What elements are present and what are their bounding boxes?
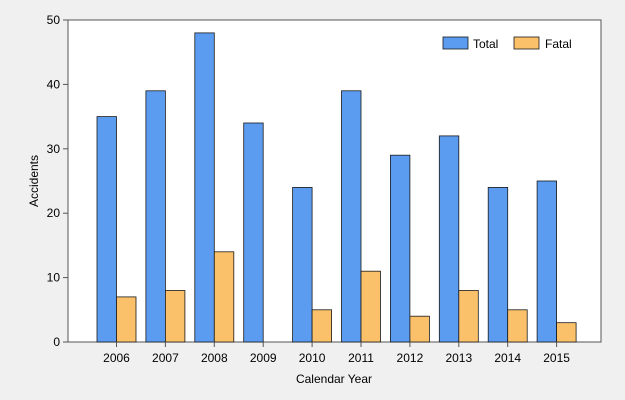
legend-label-total: Total [473,37,498,51]
y-tick-label: 30 [47,142,61,156]
x-tick-label: 2013 [445,351,472,365]
x-axis-label: Calendar Year [296,372,372,386]
bar-fatal-2012 [409,315,430,343]
bar-fatal-2007 [164,290,186,343]
x-tick-label: 2007 [152,351,179,365]
bar-fatal-2011 [360,270,381,343]
legend: Total Fatal [442,36,572,51]
bar-fatal-2010 [311,309,333,343]
x-tick-label: 2006 [103,351,130,365]
y-axis-label: Accidents [27,155,41,207]
y-axis: 0 10 20 30 40 50 [47,13,68,349]
x-tick-label: 2012 [397,351,424,365]
x-tick-label: 2009 [250,351,277,365]
bar-total-2015 [536,180,557,343]
bar-total-2013 [438,135,460,343]
bar-fatal-2014 [507,309,528,343]
bar-total-2007 [145,90,166,343]
bar-fatal-2008 [213,251,235,343]
bar-fatal-2015 [556,322,577,343]
bars [96,32,577,343]
bar-total-2009 [243,122,264,343]
bar-total-2008 [194,32,215,343]
legend-swatch-total [442,36,469,50]
bar-fatal-2006 [116,296,137,343]
bar-total-2011 [341,90,362,343]
y-tick-label: 20 [47,206,61,220]
x-tick-label: 2014 [494,351,521,365]
x-tick-label: 2011 [348,351,374,365]
x-tick-label: 2010 [299,351,326,365]
bar-total-2006 [96,116,117,343]
y-tick-label: 10 [47,271,61,285]
legend-label-fatal: Fatal [545,37,572,51]
x-tick-label: 2015 [543,351,570,365]
legend-swatch-fatal [513,36,540,50]
x-axis: 2006 2007 2008 2009 2010 2011 2012 2013 2014 2015 [103,342,570,365]
bar-fatal-2013 [458,290,479,343]
y-tick-label: 0 [53,335,60,349]
bar-total-2012 [389,154,411,343]
x-tick-label: 2008 [201,351,228,365]
bar-total-2010 [292,186,313,343]
y-tick-label: 40 [47,77,61,91]
bar-total-2014 [487,186,509,343]
y-tick-label: 50 [47,13,61,27]
